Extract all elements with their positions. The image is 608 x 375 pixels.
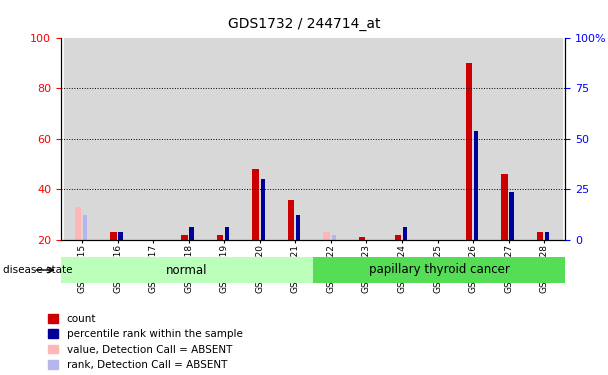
Bar (510, 192, 514, 240)
Bar (296, 214, 300, 240)
Bar (225, 227, 229, 240)
Text: GDS1732 / 244714_at: GDS1732 / 244714_at (228, 17, 380, 31)
Bar (207, 38, 242, 240)
Bar (75, 207, 81, 240)
Bar (527, 38, 562, 240)
Text: papillary thyroid cancer: papillary thyroid cancer (369, 264, 510, 276)
Text: disease state: disease state (3, 265, 72, 275)
Bar (64, 38, 100, 240)
Bar (190, 227, 194, 240)
Bar (110, 232, 117, 240)
Bar (402, 227, 407, 240)
Bar (242, 38, 278, 240)
Legend: count, percentile rank within the sample, value, Detection Call = ABSENT, rank, : count, percentile rank within the sample… (48, 314, 243, 370)
Bar (278, 38, 313, 240)
Bar (171, 38, 207, 240)
Bar (323, 232, 330, 240)
Bar (260, 179, 265, 240)
Bar (420, 38, 455, 240)
Bar (466, 63, 472, 240)
Bar (331, 235, 336, 240)
Bar (491, 38, 527, 240)
Bar (359, 237, 365, 240)
Bar (348, 38, 384, 240)
Bar (83, 214, 87, 240)
Bar (474, 131, 478, 240)
Text: normal: normal (166, 264, 208, 276)
Bar (136, 38, 171, 240)
Bar (119, 232, 123, 240)
Bar (181, 235, 188, 240)
Bar (313, 38, 348, 240)
Bar (545, 232, 549, 240)
Bar (537, 232, 543, 240)
Bar (217, 235, 223, 240)
Bar (252, 169, 259, 240)
Bar (288, 200, 294, 240)
Bar (501, 174, 508, 240)
Bar (455, 38, 491, 240)
Bar (395, 235, 401, 240)
Bar (384, 38, 420, 240)
Bar (100, 38, 136, 240)
